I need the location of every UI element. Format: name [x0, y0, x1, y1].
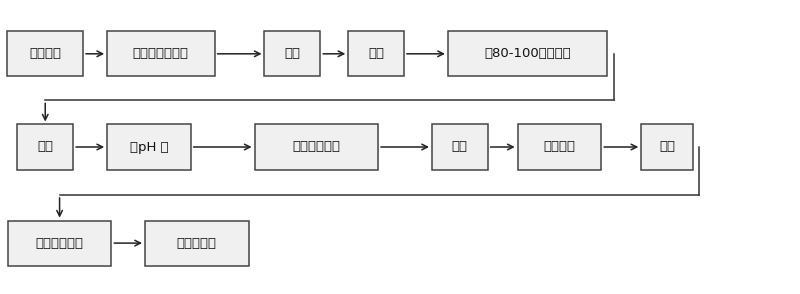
- FancyBboxPatch shape: [107, 124, 190, 170]
- FancyBboxPatch shape: [448, 31, 607, 76]
- FancyBboxPatch shape: [7, 31, 83, 76]
- FancyBboxPatch shape: [432, 124, 488, 170]
- FancyBboxPatch shape: [18, 124, 73, 170]
- Text: 加酶恒温酶解: 加酶恒温酶解: [292, 141, 340, 153]
- Text: 蛋白质水解液: 蛋白质水解液: [35, 237, 83, 250]
- FancyBboxPatch shape: [265, 31, 320, 76]
- Text: 离心分离: 离心分离: [543, 141, 575, 153]
- Text: 稀释: 稀释: [38, 141, 54, 153]
- FancyBboxPatch shape: [254, 124, 378, 170]
- Text: 清洗: 清洗: [284, 47, 300, 60]
- Text: 浓缩或干燥: 浓缩或干燥: [177, 237, 217, 250]
- FancyBboxPatch shape: [348, 31, 404, 76]
- Text: 搅碎: 搅碎: [368, 47, 384, 60]
- FancyBboxPatch shape: [107, 31, 214, 76]
- Text: 调pH 值: 调pH 值: [130, 141, 168, 153]
- FancyBboxPatch shape: [145, 220, 249, 266]
- FancyBboxPatch shape: [641, 124, 693, 170]
- Text: 鸡肝原料: 鸡肝原料: [30, 47, 62, 60]
- Text: 过80-100目筛去皮: 过80-100目筛去皮: [484, 47, 571, 60]
- Text: 过滤: 过滤: [659, 141, 675, 153]
- Text: 去除苦胆和筋络: 去除苦胆和筋络: [133, 47, 189, 60]
- FancyBboxPatch shape: [518, 124, 602, 170]
- Text: 灭酶: 灭酶: [452, 141, 468, 153]
- FancyBboxPatch shape: [8, 220, 111, 266]
